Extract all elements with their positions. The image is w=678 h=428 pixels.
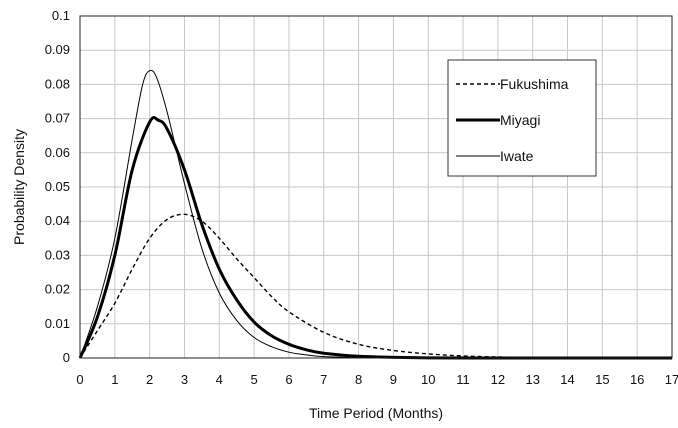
x-tick-label: 16 [630,372,644,387]
x-tick-label: 4 [216,372,223,387]
x-axis-title: Time Period (Months) [309,405,443,421]
y-tick-label: 0.08 [45,76,70,91]
legend-label-iwate: Iwate [500,148,534,164]
x-tick-label: 14 [560,372,574,387]
plot-frame [79,15,673,359]
y-tick-label: 0.03 [45,247,70,262]
legend-label-miyagi: Miyagi [500,112,540,128]
legend-box [447,59,597,177]
x-tick-label: 9 [390,372,397,387]
y-tick-label: 0.1 [52,8,70,23]
x-tick-label: 3 [181,372,188,387]
x-tick-label: 17 [665,372,678,387]
y-tick-label: 0.07 [45,111,70,126]
y-tick-label: 0.04 [45,213,70,228]
x-tick-label: 2 [146,372,153,387]
x-tick-label: 6 [285,372,292,387]
x-tick-labels: 0 1 2 3 4 5 6 7 8 9 10 11 12 13 14 15 16 17 [76,372,678,387]
x-tick-label: 5 [251,372,258,387]
y-tick-label: 0 [63,350,70,365]
x-tick-label: 8 [355,372,362,387]
x-tick-label: 1 [111,372,118,387]
x-tick-label: 10 [421,372,435,387]
y-tick-label: 0.02 [45,282,70,297]
series-line-fukushima [79,213,673,359]
x-tick-label: 13 [525,372,539,387]
y-tick-label: 0.06 [45,145,70,160]
x-tick-label: 11 [456,372,470,387]
y-tick-labels: 0 0.01 0.02 0.03 0.04 0.05 0.06 0.07 0.08 0.09 0.1 [45,8,70,365]
y-tick-label: 0.09 [45,42,70,57]
y-axis-title: Probability Density [11,129,27,245]
x-tick-label: 7 [320,372,327,387]
x-tick-label: 0 [76,372,83,387]
legend: Fukushima Miyagi Iwate [447,59,597,177]
x-tick-label: 15 [595,372,609,387]
x-tick-label: 12 [491,372,505,387]
y-tick-label: 0.01 [45,316,70,331]
legend-label-fukushima: Fukushima [500,76,569,92]
y-tick-label: 0.05 [45,179,70,194]
